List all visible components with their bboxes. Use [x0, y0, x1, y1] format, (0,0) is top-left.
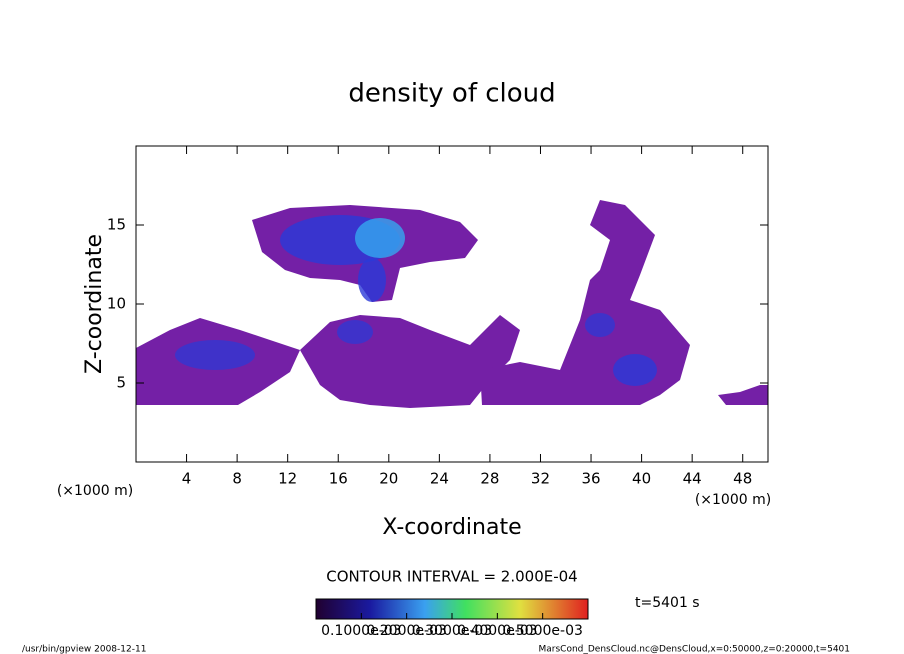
y-tick-label: 5 [116, 374, 126, 392]
x-tick-label: 4 [182, 470, 192, 488]
colorbar-tick-label: 0.5000e-03 [502, 623, 582, 639]
x-unit: (×1000 m) [695, 492, 771, 508]
x-tick-label: 16 [329, 470, 348, 488]
colorbar-tick-label: 0.2000e-03 [366, 623, 446, 639]
footer-left: /usr/bin/gpview 2008-12-11 [22, 645, 146, 654]
x-tick-label: 44 [683, 470, 702, 488]
x-tick-label: 40 [632, 470, 651, 488]
colorbar-tick-label: 0.4000e-03 [457, 623, 537, 639]
x-tick-label: 8 [232, 470, 242, 488]
contour-interval: CONTOUR INTERVAL = 2.000E-04 [326, 568, 577, 586]
chart-title: density of cloud [348, 79, 555, 109]
y-tick-label: 10 [107, 295, 126, 313]
cloud-field [136, 200, 768, 408]
y-tick-label: 15 [107, 216, 126, 234]
x-tick-label: 12 [278, 470, 297, 488]
x-tick-label: 32 [531, 470, 550, 488]
x-tick-label: 20 [379, 470, 398, 488]
footer-right: MarsCond_DensCloud.nc@DensCloud,x=0:5000… [539, 645, 851, 654]
x-tick-label: 48 [733, 470, 752, 488]
x-tick-label: 28 [480, 470, 499, 488]
x-axis-label: X-coordinate [382, 515, 521, 540]
time-label: t=5401 s [635, 595, 700, 611]
x-tick-label: 36 [581, 470, 600, 488]
x-tick-label: 24 [430, 470, 449, 488]
plot-frame [135, 145, 769, 463]
colorbar-tick-label: 0.1000e-03 [321, 623, 401, 639]
colorbar-tick-label: 0.3000e-03 [412, 623, 492, 639]
y-axis-label: Z-coordinate [82, 234, 107, 374]
y-unit: (×1000 m) [57, 483, 133, 499]
